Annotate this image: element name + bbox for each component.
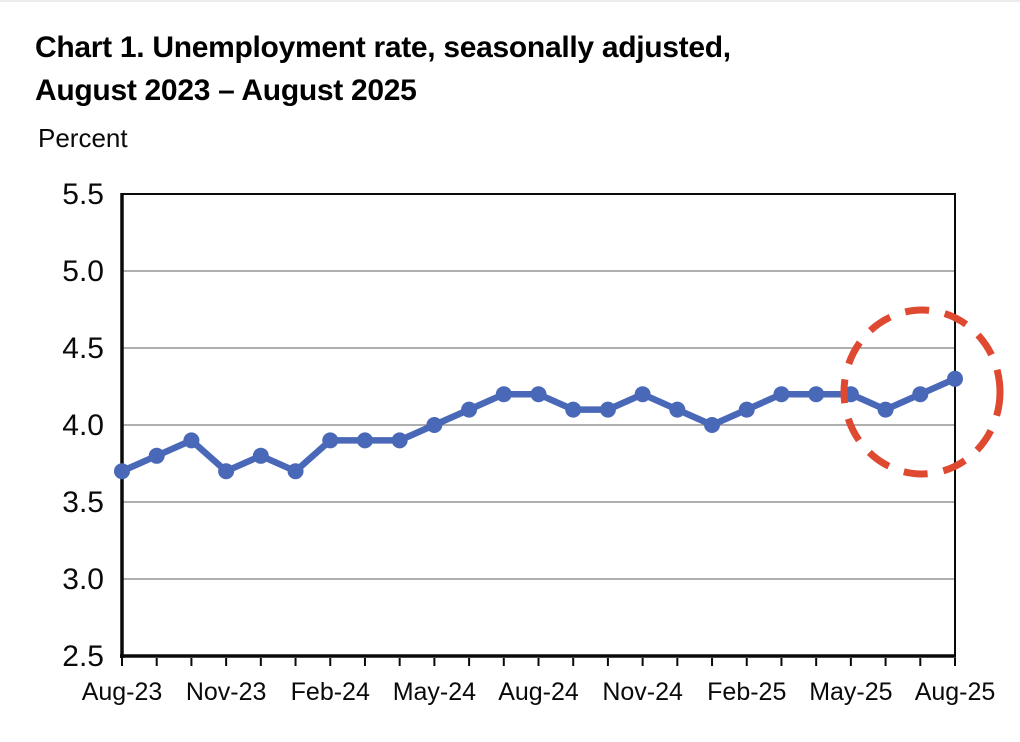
y-tick-label-4.5: 4.5 [62, 332, 104, 365]
x-tick-label-Nov-24: Nov-24 [602, 678, 683, 706]
chart-title-line2: August 2023 – August 2025 [35, 74, 417, 107]
data-point-Sep-24 [565, 401, 582, 418]
data-point-Sep-23 [148, 447, 165, 464]
data-point-Feb-24 [322, 432, 339, 449]
x-tick-label-May-25: May-25 [809, 678, 892, 706]
data-point-Aug-23 [114, 463, 130, 480]
data-point-Mar-25 [773, 386, 790, 403]
data-point-Nov-24 [634, 386, 651, 403]
data-point-Nov-23 [218, 463, 235, 480]
data-point-Oct-24 [599, 401, 616, 418]
data-point-Dec-24 [669, 401, 686, 418]
y-tick-label-3.5: 3.5 [62, 486, 104, 519]
y-tick-label-4.0: 4.0 [62, 409, 104, 442]
y-tick-label-3.0: 3.0 [62, 563, 104, 596]
data-point-Jan-25 [704, 417, 721, 433]
x-tick-label-May-24: May-24 [393, 678, 476, 706]
recent-months-highlight-circle-annotation [840, 306, 1004, 478]
data-point-Apr-25 [808, 386, 825, 403]
data-point-Apr-24 [391, 432, 408, 449]
x-tick-label-Aug-24: Aug-24 [498, 678, 579, 706]
data-point-May-24 [426, 417, 443, 433]
chart-title-line1: Chart 1. Unemployment rate, seasonally a… [35, 31, 731, 64]
y-tick-label-5.0: 5.0 [62, 255, 104, 288]
x-tick-label-Nov-23: Nov-23 [186, 678, 267, 706]
y-tick-label-5.5: 5.5 [62, 178, 104, 211]
chart-title: Chart 1. Unemployment rate, seasonally a… [35, 26, 731, 112]
data-point-Aug-24 [530, 386, 547, 403]
data-point-Jun-25 [877, 401, 894, 418]
x-tick-label-Aug-23: Aug-23 [82, 678, 163, 706]
x-tick-label-Feb-24: Feb-24 [291, 678, 370, 706]
data-point-Mar-24 [356, 432, 373, 449]
y-tick-label-2.5: 2.5 [62, 640, 104, 673]
x-tick-label-Aug-25: Aug-25 [915, 678, 996, 706]
data-point-Oct-23 [183, 432, 200, 449]
data-point-Dec-23 [252, 447, 269, 464]
y-axis-unit-label: Percent [38, 123, 128, 153]
data-point-Feb-25 [738, 401, 755, 418]
data-point-Jul-24 [495, 386, 512, 403]
data-point-Jun-24 [461, 401, 478, 418]
data-point-Jan-24 [287, 463, 304, 480]
data-point-Aug-25 [947, 370, 963, 387]
x-tick-label-Feb-25: Feb-25 [707, 678, 786, 706]
data-point-Jul-25 [912, 386, 929, 403]
